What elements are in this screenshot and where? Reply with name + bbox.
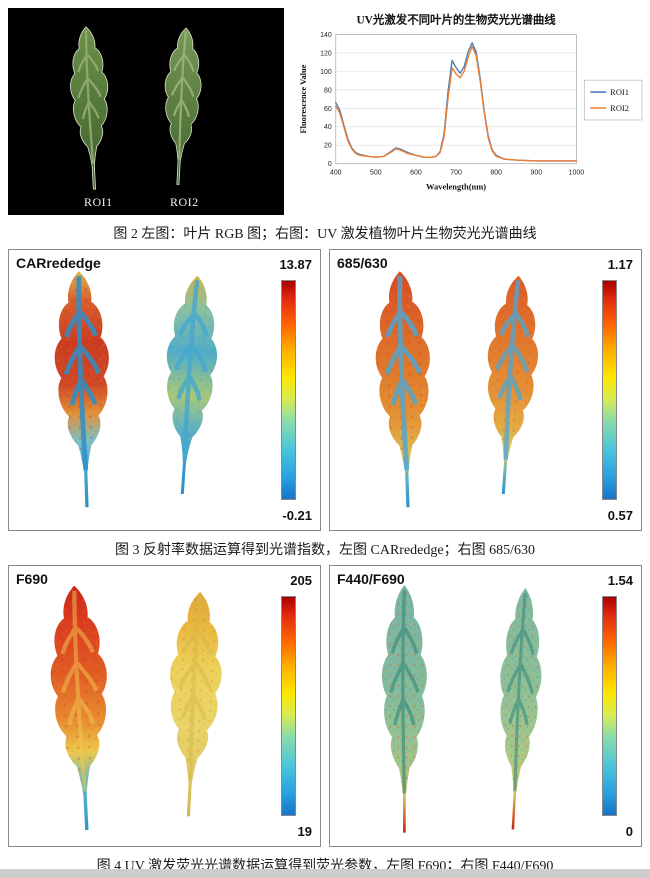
panel-carrededge: CARrededge 13.87 -0.21: [8, 249, 321, 531]
f690-colorbar: [281, 596, 296, 816]
685-630-label: 685/630: [337, 255, 388, 271]
685-630-max-value: 1.17: [607, 257, 633, 272]
figure2-row: ROI1 ROI2 UV光激发不同叶片的生物荧光光谱曲线 0 20 40 60 80 100…: [0, 0, 650, 215]
leaf-rgb-image-panel: ROI1 ROI2: [8, 8, 284, 215]
svg-text:100: 100: [320, 69, 332, 76]
figure3-row: CARrededge 13.87 -0.21 685/630 1.17: [0, 249, 650, 531]
svg-text:140: 140: [320, 32, 332, 39]
roi2-label: ROI2: [170, 195, 199, 209]
svg-text:60: 60: [324, 106, 332, 113]
svg-text:Fluorescence Value: Fluorescence Value: [298, 64, 308, 133]
svg-text:700: 700: [450, 170, 462, 177]
leaf-rgb-image: [66, 25, 205, 191]
f440-f690-leaf-map: [381, 585, 546, 833]
f440-f690-min-value: 0: [625, 824, 633, 839]
f690-leaf-map: [46, 584, 226, 832]
svg-text:Wavelength(nm): Wavelength(nm): [426, 182, 486, 192]
panel-f440-f690: F440/F690 1.54 0: [329, 565, 642, 847]
carrededge-min-value: -0.21: [282, 508, 312, 523]
line-chart: UV光激发不同叶片的生物荧光光谱曲线 0 20 40 60 80 100 120 140 400 5…: [298, 12, 643, 192]
page-bottom-edge: [0, 869, 650, 878]
f690-max-value: 205: [290, 573, 312, 588]
svg-text:500: 500: [370, 170, 382, 177]
svg-text:400: 400: [330, 170, 342, 177]
f440-f690-label: F440/F690: [337, 571, 405, 587]
panel-f690: F690 205 19: [8, 565, 321, 847]
f690-label: F690: [16, 571, 48, 587]
svg-text:20: 20: [324, 143, 332, 150]
figure3-caption: 图 3 反射率数据运算得到光谱指数，左图 CARrededge；右图 685/6…: [115, 543, 535, 558]
svg-text:ROI2: ROI2: [610, 103, 629, 113]
svg-text:ROI1: ROI1: [610, 87, 629, 97]
figure4-row: F690 205 19 F440/F690 1.54 0: [0, 565, 650, 847]
f690-min-value: 19: [297, 824, 312, 839]
685-630-colorbar: [602, 280, 617, 500]
svg-text:80: 80: [324, 87, 332, 94]
svg-text:0: 0: [328, 161, 332, 168]
svg-text:900: 900: [530, 170, 542, 177]
svg-text:800: 800: [490, 170, 502, 177]
panel-685-630: 685/630 1.17 0.57: [329, 249, 642, 531]
carrededge-leaf-map: [51, 270, 223, 509]
svg-text:UV光激发不同叶片的生物荧光光谱曲线: UV光激发不同叶片的生物荧光光谱曲线: [356, 12, 556, 26]
svg-text:1000: 1000: [569, 170, 585, 177]
fluorescence-spectrum-chart: UV光激发不同叶片的生物荧光光谱曲线 0 20 40 60 80 100 120 140 400 5…: [294, 8, 645, 213]
carrededge-label: CARrededge: [16, 255, 101, 271]
carrededge-max-value: 13.87: [279, 257, 312, 272]
f440-f690-max-value: 1.54: [607, 573, 633, 588]
figure2-caption: 图 2 左图：叶片 RGB 图；右图：UV 激发植物叶片生物荧光光谱曲线: [113, 227, 537, 242]
685-630-min-value: 0.57: [607, 508, 633, 523]
carrededge-colorbar: [281, 280, 296, 500]
svg-text:120: 120: [320, 50, 332, 57]
f440-f690-colorbar: [602, 596, 617, 816]
svg-text:600: 600: [410, 170, 422, 177]
svg-text:40: 40: [324, 124, 332, 131]
roi1-label: ROI1: [84, 195, 113, 209]
685-630-leaf-map: [372, 270, 544, 509]
